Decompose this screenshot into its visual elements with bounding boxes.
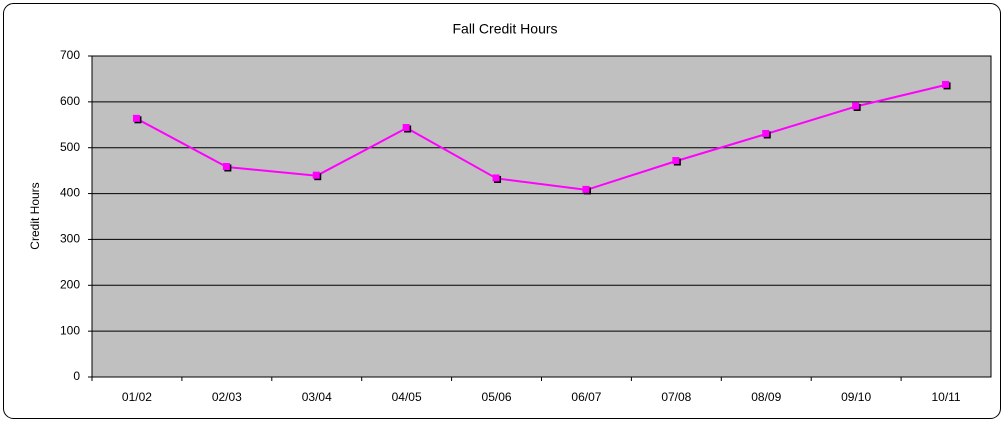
x-tick-label: 02/03 [212, 390, 242, 404]
x-tick-label: 09/10 [841, 390, 871, 404]
y-tick-label: 500 [60, 140, 80, 154]
marker [132, 114, 140, 122]
y-tick-label: 200 [60, 277, 80, 291]
y-tick-label: 300 [60, 232, 80, 246]
marker [582, 185, 590, 193]
series-line [136, 83, 947, 191]
marker [402, 123, 410, 131]
marker [942, 80, 950, 88]
y-tick-label: 400 [60, 186, 80, 200]
y-tick-label: 0 [73, 369, 80, 383]
marker [672, 157, 680, 165]
y-tick-label: 600 [60, 94, 80, 108]
marker [852, 102, 860, 110]
x-tick-label: 08/09 [751, 390, 781, 404]
x-tick-label: 04/05 [392, 390, 422, 404]
x-tick-label: 01/02 [122, 390, 152, 404]
marker [312, 171, 320, 179]
plot-area [92, 56, 991, 377]
x-tick-label: 05/06 [482, 390, 512, 404]
x-tick-label: 10/11 [931, 390, 960, 404]
marker [492, 174, 500, 182]
chart-title: Fall Credit Hours [452, 21, 557, 37]
x-tick-label: 07/08 [661, 390, 691, 404]
y-axis-label: Credit Hours [28, 182, 42, 249]
marker [762, 129, 770, 137]
x-tick-label: 03/04 [302, 390, 332, 404]
marker [222, 162, 230, 170]
y-tick-label: 700 [60, 48, 80, 62]
x-tick-label: 06/07 [571, 390, 601, 404]
y-tick-label: 100 [60, 323, 80, 337]
